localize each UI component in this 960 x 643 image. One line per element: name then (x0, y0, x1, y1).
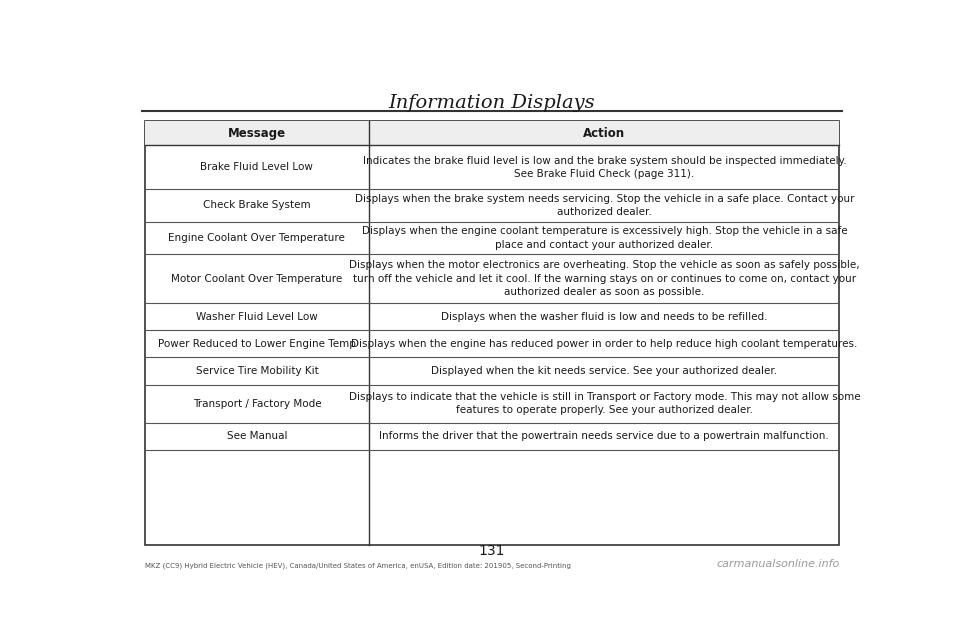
Text: Displays when the engine coolant temperature is excessively high. Stop the vehic: Displays when the engine coolant tempera… (362, 226, 847, 249)
Text: Service Tire Mobility Kit: Service Tire Mobility Kit (196, 366, 319, 376)
Text: Power Reduced to Lower Engine Temp: Power Reduced to Lower Engine Temp (158, 339, 356, 349)
Text: MKZ (CC9) Hybrid Electric Vehicle (HEV), Canada/United States of America, enUSA,: MKZ (CC9) Hybrid Electric Vehicle (HEV),… (145, 563, 570, 569)
Text: Brake Fluid Level Low: Brake Fluid Level Low (201, 162, 313, 172)
Text: Transport / Factory Mode: Transport / Factory Mode (193, 399, 322, 409)
Text: Engine Coolant Over Temperature: Engine Coolant Over Temperature (168, 233, 346, 243)
Text: See Manual: See Manual (227, 431, 287, 441)
Bar (145, 121, 839, 145)
Text: Indicates the brake fluid level is low and the brake system should be inspected : Indicates the brake fluid level is low a… (363, 156, 846, 179)
Text: Action: Action (584, 127, 625, 140)
Text: Displays when the motor electronics are overheating. Stop the vehicle as soon as: Displays when the motor electronics are … (349, 260, 859, 297)
Text: Check Brake System: Check Brake System (204, 201, 311, 210)
Text: carmanualsonline.info: carmanualsonline.info (716, 559, 839, 569)
Text: Displays when the brake system needs servicing. Stop the vehicle in a safe place: Displays when the brake system needs ser… (354, 194, 854, 217)
Text: Washer Fluid Level Low: Washer Fluid Level Low (196, 312, 318, 322)
Bar (145, 121, 839, 545)
Text: Displays when the washer fluid is low and needs to be refilled.: Displays when the washer fluid is low an… (441, 312, 768, 322)
Text: Motor Coolant Over Temperature: Motor Coolant Over Temperature (171, 274, 343, 284)
Text: 131: 131 (479, 545, 505, 558)
Text: Displays to indicate that the vehicle is still in Transport or Factory mode. Thi: Displays to indicate that the vehicle is… (348, 392, 860, 415)
Text: Message: Message (228, 127, 286, 140)
Text: Information Displays: Information Displays (389, 95, 595, 113)
Text: Displayed when the kit needs service. See your authorized dealer.: Displayed when the kit needs service. Se… (431, 366, 778, 376)
Text: Displays when the engine has reduced power in order to help reduce high coolant : Displays when the engine has reduced pow… (351, 339, 857, 349)
Text: Informs the driver that the powertrain needs service due to a powertrain malfunc: Informs the driver that the powertrain n… (379, 431, 829, 441)
